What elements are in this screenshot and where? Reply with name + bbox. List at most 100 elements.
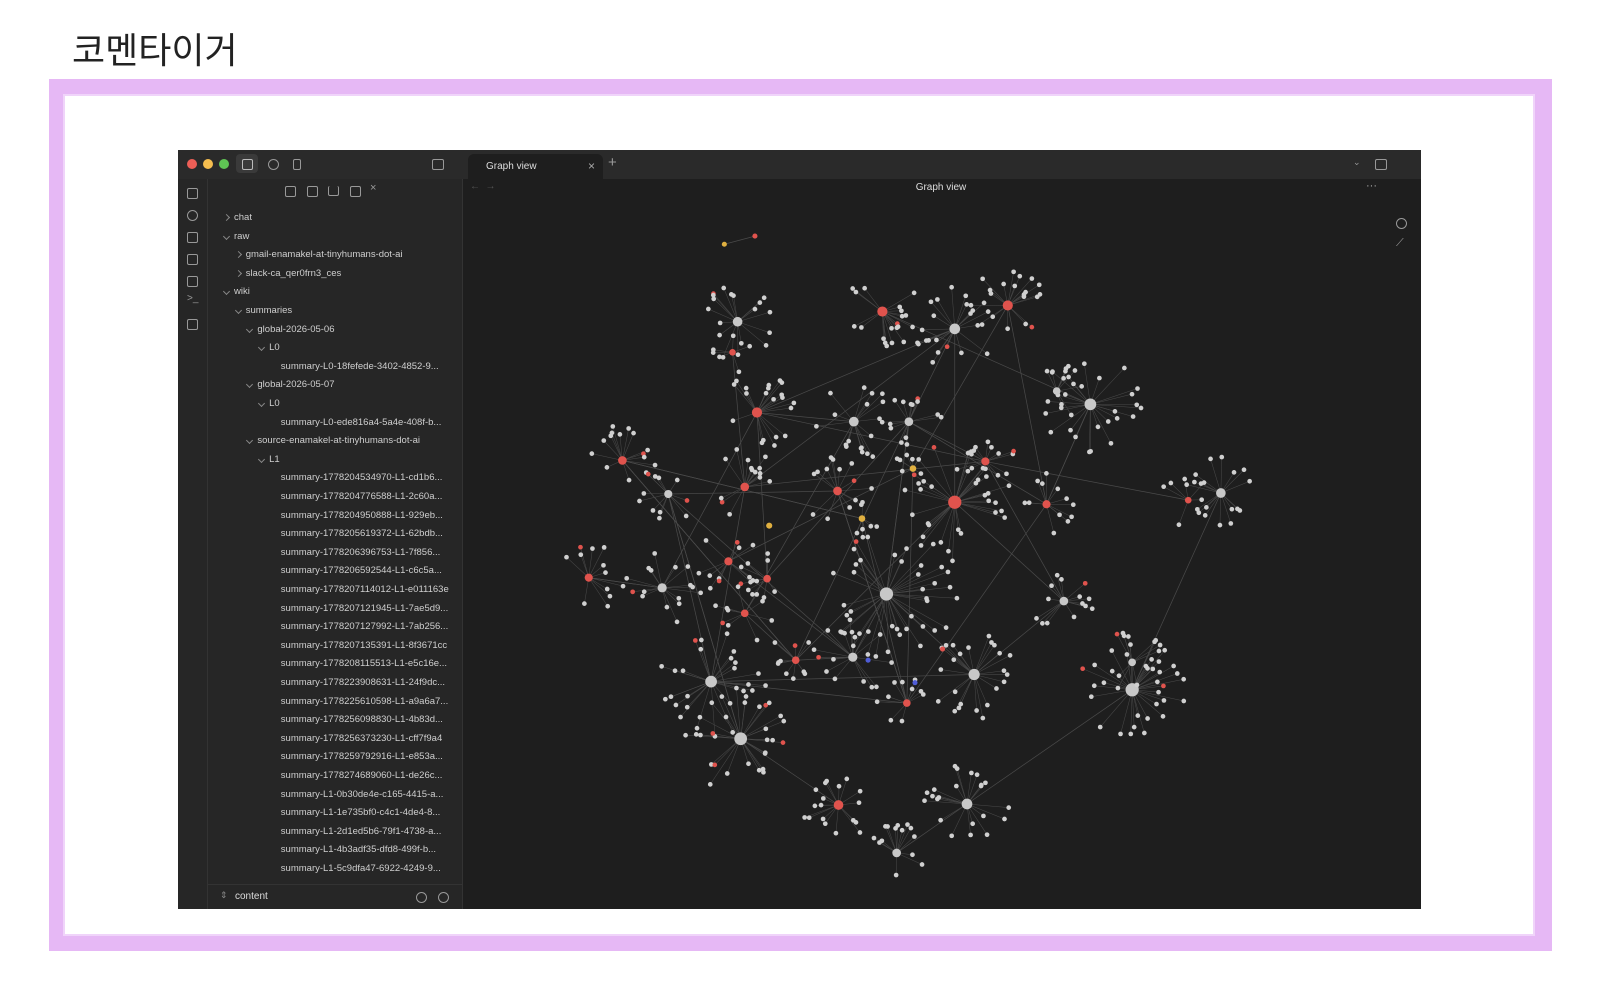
graph-node[interactable]: [968, 311, 973, 316]
graph-node[interactable]: [986, 498, 992, 504]
graph-node[interactable]: [1112, 409, 1118, 414]
new-tab-button[interactable]: +: [608, 154, 617, 171]
graph-node[interactable]: [1012, 283, 1018, 289]
graph-node[interactable]: [732, 665, 737, 671]
tree-item[interactable]: summary-L1-4b3adf35-dfd8-499f-b...: [281, 841, 436, 859]
graph-node[interactable]: [725, 622, 731, 628]
graph-node[interactable]: [680, 668, 686, 674]
graph-node[interactable]: [719, 694, 725, 699]
graph-node[interactable]: [1021, 292, 1027, 297]
graph-node[interactable]: [862, 285, 867, 291]
graph-node[interactable]: [910, 512, 915, 518]
graph-node[interactable]: [877, 416, 882, 422]
graph-node[interactable]: [892, 848, 901, 858]
graph-node[interactable]: [1023, 321, 1029, 327]
graph-node[interactable]: [674, 477, 680, 483]
search-button[interactable]: [268, 159, 279, 170]
graph-node[interactable]: [1247, 478, 1252, 484]
graph-node[interactable]: [1114, 631, 1120, 637]
graph-node[interactable]: [1181, 676, 1187, 682]
graph-node[interactable]: [851, 478, 857, 484]
graph-node[interactable]: [1092, 662, 1097, 668]
graph-node[interactable]: [1204, 505, 1209, 510]
graph-node[interactable]: [771, 396, 776, 402]
graph-node[interactable]: [806, 815, 812, 821]
graph-node[interactable]: [892, 680, 897, 685]
graph-node[interactable]: [1045, 399, 1051, 404]
graph-node[interactable]: [919, 327, 925, 333]
graph-node[interactable]: [698, 732, 703, 738]
graph-node[interactable]: [832, 676, 838, 682]
graph-node[interactable]: [902, 487, 908, 493]
graph-node[interactable]: [784, 671, 789, 677]
graph-node[interactable]: [1068, 412, 1074, 418]
graph-node[interactable]: [1217, 522, 1223, 528]
graph-node[interactable]: [1049, 583, 1054, 589]
graph-node[interactable]: [1089, 606, 1095, 612]
graph-node[interactable]: [1011, 269, 1016, 275]
graph-node[interactable]: [1084, 398, 1097, 411]
graph-node[interactable]: [910, 852, 915, 858]
graph-node[interactable]: [949, 284, 954, 290]
graph-node[interactable]: [1128, 642, 1133, 647]
graph-node[interactable]: [1155, 679, 1160, 685]
graph-node[interactable]: [788, 405, 794, 411]
graph-node[interactable]: [1184, 482, 1190, 488]
graph-node[interactable]: [1042, 500, 1051, 509]
tree-item[interactable]: summary-1778204950888-L1-929eb...: [281, 507, 443, 525]
graph-node[interactable]: [674, 619, 680, 625]
graph-node[interactable]: [899, 718, 905, 724]
graph-node[interactable]: [865, 534, 871, 540]
graph-node[interactable]: [640, 593, 645, 599]
graph-node[interactable]: [779, 392, 785, 398]
graph-node[interactable]: [987, 287, 993, 293]
tree-item[interactable]: summary-1778204776588-L1-2c60a...: [281, 488, 443, 506]
graph-node[interactable]: [1157, 669, 1163, 675]
graph-node[interactable]: [761, 769, 766, 775]
graph-node[interactable]: [918, 563, 924, 568]
graph-node[interactable]: [730, 418, 736, 424]
graph-node[interactable]: [750, 542, 756, 548]
graph-node[interactable]: [747, 574, 752, 580]
tree-item[interactable]: summary-1778206592544-L1-c6c5a...: [281, 562, 442, 580]
graph-node[interactable]: [1022, 500, 1028, 506]
graph-node[interactable]: [610, 424, 616, 429]
graph-node[interactable]: [582, 601, 587, 606]
graph-node[interactable]: [847, 505, 852, 510]
graph-node[interactable]: [659, 664, 664, 669]
tree-item[interactable]: summary-1778206396753-L1-7f856...: [281, 544, 441, 562]
graph-node[interactable]: [1141, 730, 1147, 736]
graph-node[interactable]: [831, 656, 836, 662]
graph-node[interactable]: [603, 570, 608, 575]
graph-node[interactable]: [754, 578, 760, 584]
graph-node[interactable]: [736, 545, 742, 551]
graph-node[interactable]: [980, 465, 986, 471]
graph-node[interactable]: [870, 454, 876, 459]
graph-node[interactable]: [1034, 294, 1040, 300]
graph-node[interactable]: [676, 595, 682, 601]
sidebar-toggle[interactable]: [432, 159, 444, 170]
graph-node[interactable]: [920, 586, 926, 592]
graph-node[interactable]: [772, 443, 777, 448]
graph-node[interactable]: [1046, 596, 1051, 602]
tab-close[interactable]: ×: [587, 159, 595, 173]
graph-node[interactable]: [1063, 366, 1069, 371]
graph-node[interactable]: [981, 457, 990, 466]
graph-node[interactable]: [993, 500, 998, 506]
graph-node[interactable]: [790, 676, 796, 681]
sort-button[interactable]: [328, 186, 339, 196]
graph-node[interactable]: [1048, 429, 1054, 435]
graph-node[interactable]: [730, 730, 736, 735]
graph-node[interactable]: [707, 585, 713, 591]
graph-node[interactable]: [825, 628, 831, 633]
graph-node[interactable]: [1154, 701, 1159, 707]
graph-node[interactable]: [815, 469, 820, 475]
graph-node[interactable]: [895, 823, 901, 828]
graph-node[interactable]: [858, 445, 864, 451]
graph-node[interactable]: [678, 714, 683, 720]
graph-node[interactable]: [946, 548, 951, 554]
graph-node[interactable]: [912, 680, 918, 686]
graph-node[interactable]: [1007, 653, 1013, 658]
graph-node[interactable]: [911, 290, 917, 296]
graph-node[interactable]: [990, 314, 996, 320]
